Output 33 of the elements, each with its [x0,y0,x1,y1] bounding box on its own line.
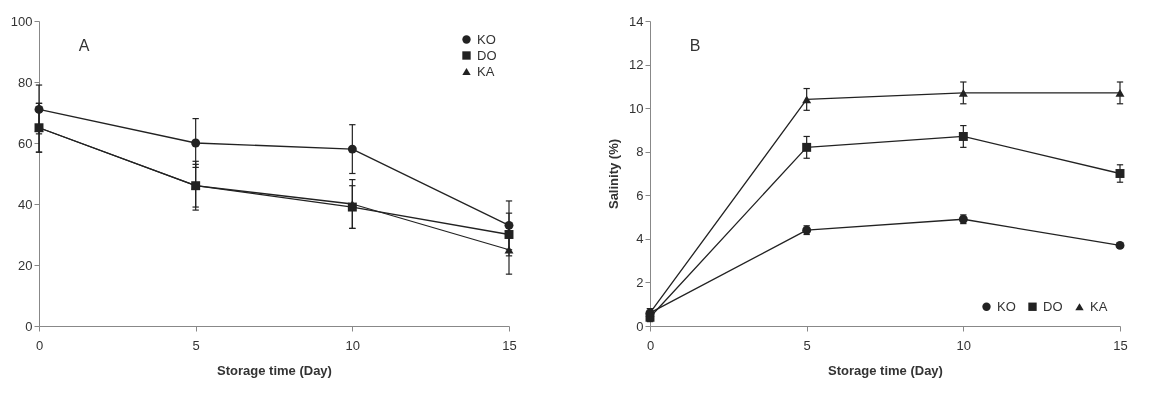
legend-label: KA [477,63,495,79]
x-tick-label: 0 [646,337,655,353]
legend-label: KO [997,298,1016,314]
x-axis-title: Storage time (Day) [217,362,332,378]
y-tick-label: 2 [636,274,644,290]
y-tick-label: 14 [629,13,644,29]
x-tick-label: 5 [192,337,200,353]
y-tick-label: 60 [18,135,33,151]
legend-label: KA [1090,298,1108,314]
y-tick-label: 0 [25,318,33,334]
y-tick-label: 0 [636,318,644,334]
y-tick-label: 40 [18,196,33,212]
y-tick-label: 10 [629,100,644,116]
x-tick-label: 15 [1113,337,1128,353]
annotation: B [689,37,701,54]
x-tick-label: 10 [345,337,361,353]
y-tick-label: 4 [636,231,644,247]
y-tick-label: 80 [18,74,33,90]
x-tick-label: 10 [956,337,972,353]
legend-label: KO [477,31,496,47]
annotation: A [78,37,90,54]
x-tick-label: 5 [803,337,811,353]
y-tick-label: 8 [636,144,644,160]
y-tick-label: 100 [10,13,33,29]
y-tick-label: 12 [629,57,644,73]
legend-label: DO [477,47,497,63]
y-axis-title: Salinity (%) [606,138,622,210]
x-tick-label: 15 [502,337,517,353]
y-tick-label: 20 [18,257,33,273]
x-tick-label: 0 [35,337,44,353]
legend-label: DO [1043,298,1063,314]
x-axis-title: Storage time (Day) [828,362,943,378]
y-tick-label: 6 [636,187,644,203]
